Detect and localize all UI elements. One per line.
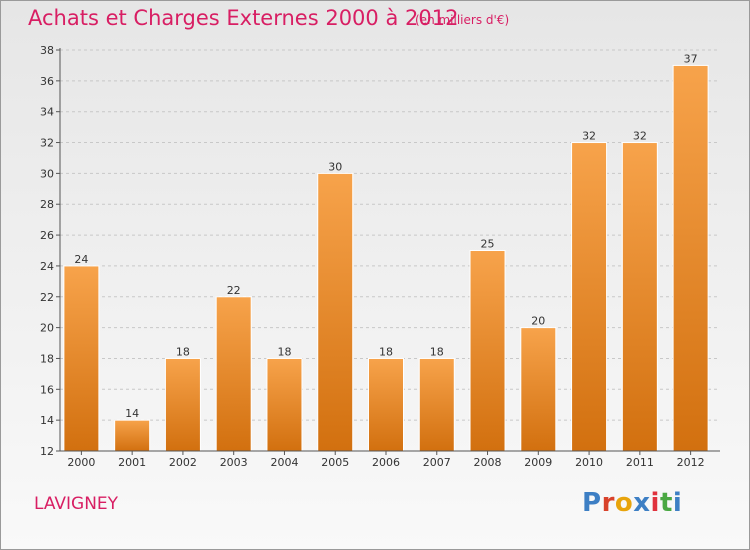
y-tick-label: 38 [40, 44, 54, 57]
x-tick-label-2007: 2007 [423, 456, 451, 469]
data-label-2003: 22 [227, 284, 241, 297]
data-label-2001: 14 [125, 407, 139, 420]
bar-2001 [114, 419, 151, 452]
y-tick-label: 32 [40, 137, 54, 150]
logo-letter: i [672, 488, 683, 518]
y-tick-label: 30 [40, 167, 54, 180]
bar-2009 [520, 327, 557, 452]
data-label-2007: 18 [430, 345, 444, 358]
y-tick-label: 26 [40, 229, 54, 242]
x-tick-label-2008: 2008 [474, 456, 502, 469]
x-tick-label-2004: 2004 [270, 456, 298, 469]
y-tick-label: 18 [40, 352, 54, 365]
logo-letter: P [582, 488, 602, 518]
bars [63, 64, 709, 452]
bar-2003 [215, 296, 252, 452]
data-label-2010: 32 [582, 130, 596, 143]
logo-letter: x [633, 488, 651, 518]
x-tick-label-2010: 2010 [575, 456, 603, 469]
x-tick-label-2003: 2003 [220, 456, 248, 469]
labels: 12 14 16 18 20 22 24 26 28 30 32 34 36 38 24 2000 14 2001… [40, 44, 705, 469]
y-tick-label: 22 [40, 291, 54, 304]
x-tick-label-2005: 2005 [321, 456, 349, 469]
y-tick-label: 16 [40, 383, 54, 396]
x-tick-label-2000: 2000 [67, 456, 95, 469]
chart-title: Achats et Charges Externes 2000 à 2012 [28, 6, 459, 30]
y-tick-label: 14 [40, 414, 54, 427]
y-tick-label: 28 [40, 198, 54, 211]
commune-name: LAVIGNEY [34, 494, 119, 514]
data-label-2002: 18 [176, 345, 190, 358]
data-label-2006: 18 [379, 345, 393, 358]
y-tick-label: 24 [40, 260, 54, 273]
y-tick-label: 36 [40, 75, 54, 88]
bar-2006 [368, 357, 404, 452]
bar-2012 [672, 64, 709, 452]
x-tick-label-2011: 2011 [626, 456, 654, 469]
data-label-2000: 24 [74, 253, 88, 266]
y-tick-label: 12 [40, 445, 54, 458]
data-label-2009: 20 [531, 315, 545, 328]
bar-2004 [266, 357, 303, 452]
data-label-2011: 32 [633, 130, 647, 143]
bar-2010 [571, 142, 608, 452]
x-tick-label-2002: 2002 [169, 456, 197, 469]
data-label-2012: 37 [684, 52, 698, 65]
proxiti-logo[interactable]: Proxiti [582, 488, 682, 518]
logo-letter: i [650, 488, 660, 518]
x-tick-label-2012: 2012 [677, 456, 705, 469]
x-tick-label-2001: 2001 [118, 456, 146, 469]
logo-letter: r [601, 488, 615, 518]
logo-letter: o [614, 488, 634, 518]
x-tick-label-2006: 2006 [372, 456, 400, 469]
data-label-2004: 18 [277, 345, 291, 358]
logo-letter: t [659, 488, 673, 518]
data-label-2008: 25 [481, 238, 495, 251]
bar-2007 [418, 357, 455, 452]
axes [56, 48, 720, 455]
bar-2011 [621, 142, 658, 452]
bar-2002 [164, 357, 201, 452]
x-tick-label-2009: 2009 [524, 456, 552, 469]
bar-2000 [63, 265, 100, 452]
y-tick-label: 34 [40, 106, 54, 119]
bar-2005 [317, 172, 354, 452]
data-label-2005: 30 [328, 160, 342, 173]
y-tick-label: 20 [40, 322, 54, 335]
bar-2008 [469, 250, 506, 452]
chart-subtitle: (en milliers d'€) [415, 13, 510, 27]
